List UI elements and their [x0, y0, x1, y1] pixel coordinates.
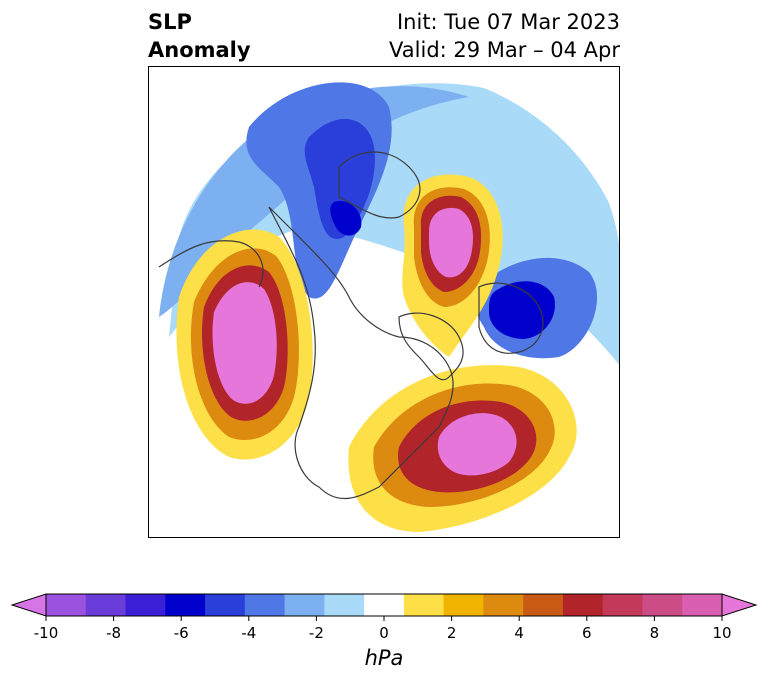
negative-anomaly-europe-core	[489, 281, 555, 339]
colorbar-swatch	[284, 594, 325, 616]
positive-anomaly-arctic-core	[429, 207, 474, 278]
colorbar-tick-label: -8	[106, 624, 121, 642]
colorbar-swatch	[165, 594, 206, 616]
positive-anomaly-pacific-core	[212, 282, 277, 404]
colorbar-tick-label: -10	[34, 624, 59, 642]
colorbar-svg: -10 -8 -6 -4 -2 0 2 4 6 8 10	[10, 593, 758, 642]
colorbar-swatch	[324, 594, 365, 616]
colorbar: -10 -8 -6 -4 -2 0 2 4 6 8 10	[0, 580, 768, 680]
colorbar-tick-label: 0	[379, 624, 389, 642]
colorbar-swatch	[403, 594, 445, 616]
valid-date-label: Valid: 29 Mar – 04 Apr	[389, 38, 620, 62]
colorbar-tick-label: 10	[712, 624, 731, 642]
anomaly-map	[158, 82, 619, 532]
colorbar-swatch	[443, 594, 484, 616]
negative-anomaly-siberia-core	[304, 118, 375, 239]
colorbar-swatch	[523, 594, 564, 616]
title-variable: SLP	[148, 10, 192, 34]
colorbar-unit-label: hPa	[364, 646, 404, 670]
chart-title: SLP Anomaly	[148, 8, 251, 64]
colorbar-tick-label: -6	[174, 624, 189, 642]
colorbar-swatch	[562, 594, 604, 616]
colorbar-extend-max	[721, 593, 758, 617]
negative-anomaly-asia-core	[330, 201, 362, 236]
title-variable-line2: Anomaly	[148, 38, 251, 62]
colorbar-swatch	[244, 594, 286, 616]
positive-anomaly-atlantic-core	[437, 413, 517, 476]
colorbar-swatch	[602, 594, 643, 616]
colorbar-swatch	[642, 594, 683, 616]
map-panel	[148, 66, 620, 538]
colorbar-tick-label: -2	[309, 624, 324, 642]
colorbar-swatch	[483, 594, 524, 616]
colorbar-swatch	[125, 594, 166, 616]
colorbar-extend-min	[10, 593, 47, 617]
colorbar-swatch	[364, 594, 405, 616]
colorbar-tick-label: 8	[650, 624, 660, 642]
coastlines	[158, 151, 544, 500]
chart-dates: Init: Tue 07 Mar 2023 Valid: 29 Mar – 04…	[389, 8, 620, 64]
init-date-label: Init: Tue 07 Mar 2023	[396, 10, 620, 34]
colorbar-swatch	[682, 594, 723, 616]
colorbar-swatch	[205, 594, 246, 616]
colorbar-tick-label: 4	[514, 624, 524, 642]
colorbar-tick-label: -4	[241, 624, 256, 642]
colorbar-swatch	[46, 594, 87, 616]
colorbar-tick-label: 6	[582, 624, 592, 642]
colorbar-swatch	[85, 594, 127, 616]
colorbar-tick-label: 2	[447, 624, 457, 642]
